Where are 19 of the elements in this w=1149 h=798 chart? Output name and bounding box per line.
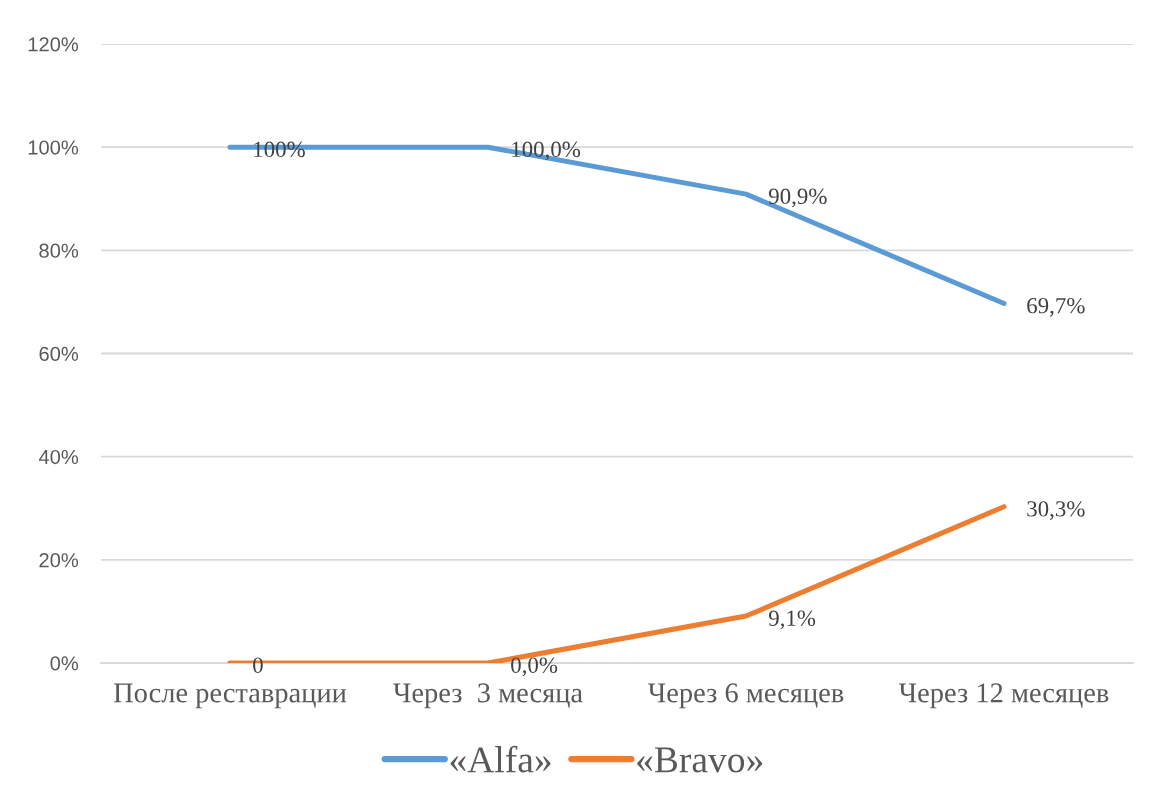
legend-label: «Alfa» (450, 745, 551, 773)
y-tick-label: 120% (28, 37, 79, 52)
data-label: 69,7% (1027, 297, 1085, 317)
y-tick-label: 0% (50, 656, 79, 671)
x-tick-label: Через 3 месяца (393, 683, 583, 709)
x-tick-label: Через 12 месяцев (898, 683, 1109, 709)
x-tick-label: После реставрации (113, 683, 347, 709)
data-label: 9,1% (768, 610, 816, 630)
y-tick-label: 80% (39, 243, 79, 258)
y-tick-label: 100% (28, 140, 79, 155)
legend-label: «Bravo» (637, 747, 763, 773)
data-label: 30,3% (1027, 501, 1085, 520)
y-tick-label: 60% (39, 346, 79, 361)
data-label: 90,9% (768, 188, 827, 208)
data-label: 0,0% (511, 657, 558, 677)
y-tick-label: 20% (39, 553, 79, 568)
x-tick-label: Через 6 месяцев (648, 683, 844, 709)
data-label: 100,0% (512, 141, 581, 161)
y-tick-label: 40% (38, 449, 79, 465)
